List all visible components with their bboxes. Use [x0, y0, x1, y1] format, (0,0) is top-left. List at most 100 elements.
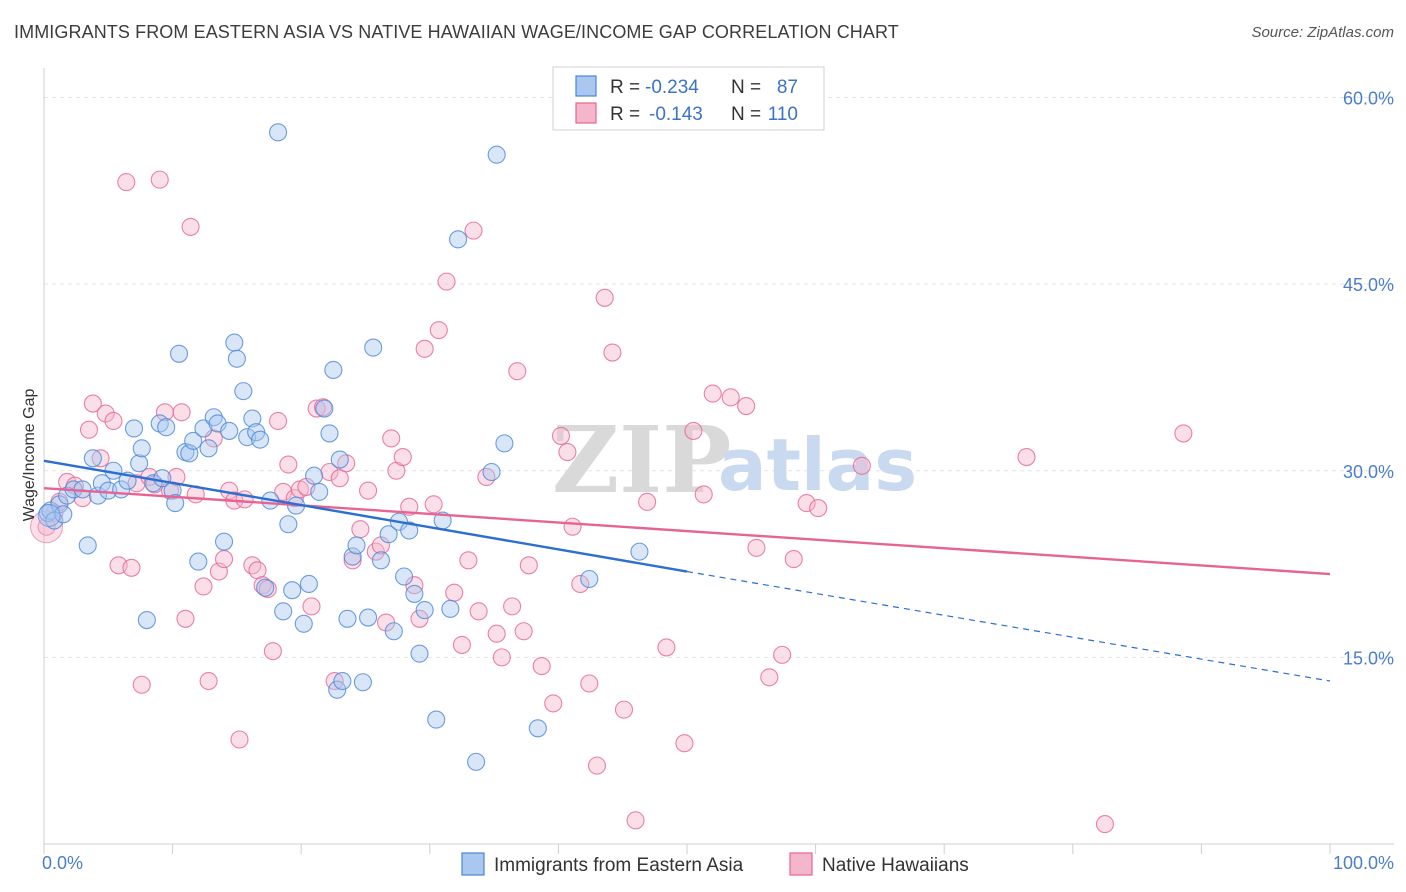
eastern-asia-point-66: [364, 338, 383, 357]
eastern-asia-point-60: [333, 671, 352, 691]
native-hawaiians-point-42: [279, 455, 298, 474]
eastern-asia-point-51: [294, 614, 313, 633]
eastern-asia-point-12: [99, 481, 118, 500]
legend-r-label-blue: R =: [610, 77, 640, 98]
native-hawaiians-point-80: [519, 556, 538, 575]
native-hawaiians-point-84: [558, 443, 577, 462]
y-axis-title: Wage/Income Gap: [21, 389, 38, 522]
native-hawaiians-point-88: [587, 756, 607, 775]
eastern-asia-point-43: [250, 430, 270, 449]
eastern-asia-point-79: [449, 230, 468, 249]
eastern-asia-point-32: [199, 439, 218, 458]
y-tick-labels: 15.0% 30.0% 45.0% 60.0%: [1343, 89, 1394, 669]
legend-n-label-pink: N =: [731, 104, 761, 125]
legend-r-value-blue: -0.234: [645, 77, 699, 98]
stats-legend: R = -0.234 N = 87 R = -0.143 N = 110: [552, 66, 825, 131]
native-hawaiians-point-27: [199, 671, 218, 691]
eastern-asia-point-26: [169, 344, 189, 363]
eastern-asia-point-72: [400, 521, 419, 540]
eastern-asia-point-76: [427, 710, 446, 729]
native-hawaiians-point-67: [429, 321, 448, 340]
grid-lines: [44, 97, 1394, 658]
series-legend: Immigrants from Eastern Asia Native Hawa…: [461, 852, 969, 876]
native-hawaiians-point-107: [852, 456, 871, 475]
native-hawaiians-point-94: [657, 638, 676, 657]
eastern-asia-point-18: [132, 439, 151, 458]
eastern-asia-point-84: [528, 719, 547, 738]
trend-line-eastern-asia: [43, 459, 688, 573]
eastern-asia-point-23: [157, 418, 176, 437]
native-hawaiians-point-48: [314, 398, 333, 417]
native-hawaiians-point-92: [626, 811, 645, 830]
legend-n-value-blue: 87: [777, 77, 798, 98]
legend-n-value-pink: 110: [768, 104, 798, 125]
eastern-asia-point-69: [384, 622, 403, 641]
eastern-asia-point-80: [467, 752, 486, 771]
native-hawaiians-point-40: [269, 411, 288, 431]
eastern-asia-point-63: [347, 536, 366, 555]
eastern-asia-point-19: [137, 610, 156, 630]
eastern-asia-point-46: [269, 123, 288, 142]
native-hawaiians-point-18: [150, 170, 169, 189]
eastern-asia-point-53: [305, 466, 324, 485]
eastern-asia-point-56: [320, 424, 339, 443]
eastern-asia-point-52: [299, 574, 318, 594]
legend-swatch-blue: [575, 75, 597, 97]
eastern-asia-cluster: [37, 504, 61, 528]
native-hawaiians-point-110: [1174, 424, 1193, 443]
native-hawaiians-point-13: [122, 558, 141, 577]
x-tick-label-max: 100.0%: [1333, 853, 1394, 873]
native-hawaiians-point-103: [773, 645, 792, 664]
native-hawaiians-point-12: [117, 173, 136, 192]
native-hawaiians-point-73: [469, 602, 488, 621]
native-hawaiians-point-76: [492, 648, 511, 667]
native-hawaiians-point-71: [459, 551, 478, 570]
native-hawaiians-point-85: [563, 517, 582, 536]
y-tick-label-0: 15.0%: [1343, 648, 1394, 668]
native-hawaiians-point-54: [351, 520, 370, 539]
native-hawaiians-point-86: [571, 574, 590, 594]
native-hawaiians-point-47: [307, 399, 326, 418]
eastern-asia-point-65: [359, 608, 378, 627]
eastern-asia-point-44: [256, 578, 275, 597]
native-hawaiians-point-8: [91, 449, 110, 468]
eastern-asia-point-57: [324, 360, 343, 380]
eastern-asia-point-78: [441, 599, 460, 618]
eastern-asia-point-31: [194, 419, 213, 438]
series-label-pink: Native Hawaiians: [822, 855, 969, 876]
native-hawaiians-point-21: [167, 467, 186, 487]
native-hawaiians-point-89: [595, 288, 614, 307]
native-hawaiians-point-75: [487, 624, 506, 643]
series-label-blue: Immigrants from Eastern Asia: [494, 855, 744, 876]
native-hawaiians-point-55: [359, 481, 378, 500]
legend-n-label-blue: N =: [731, 77, 761, 98]
native-hawaiians-point-51: [330, 469, 349, 488]
series-swatch-pink: [789, 852, 813, 876]
eastern-asia-point-82: [487, 145, 506, 164]
legend-swatch-pink: [575, 102, 597, 124]
native-hawaiians-point-33: [230, 730, 249, 749]
eastern-asia-point-54: [310, 482, 329, 501]
native-hawaiians-point-24: [181, 217, 200, 236]
native-hawaiians-point-66: [424, 495, 443, 514]
native-hawaiians-point-6: [79, 420, 99, 439]
y-tick-label-1: 30.0%: [1343, 462, 1394, 482]
native-hawaiians-point-64: [410, 609, 429, 628]
native-hawaiians-point-102: [760, 668, 779, 687]
eastern-asia-point-62: [343, 547, 362, 566]
eastern-asia-point-9: [83, 449, 102, 468]
eastern-asia-point-8: [78, 536, 97, 555]
watermark-atlas: atlas: [718, 423, 917, 507]
eastern-asia-point-41: [243, 409, 262, 428]
native-hawaiians-point-81: [532, 657, 551, 676]
source-credit: Source: ZipAtlas.com: [1251, 24, 1394, 41]
y-tick-label-2: 45.0%: [1343, 275, 1394, 295]
stats-legend-box: [552, 66, 825, 131]
y-tick-label-3: 60.0%: [1343, 89, 1394, 109]
eastern-asia-point-85: [580, 569, 599, 589]
native-hawaiians-point-35: [243, 556, 262, 575]
axes: [43, 68, 1394, 854]
eastern-asia-point-25: [166, 494, 185, 513]
native-hawaiians-point-74: [477, 467, 496, 487]
